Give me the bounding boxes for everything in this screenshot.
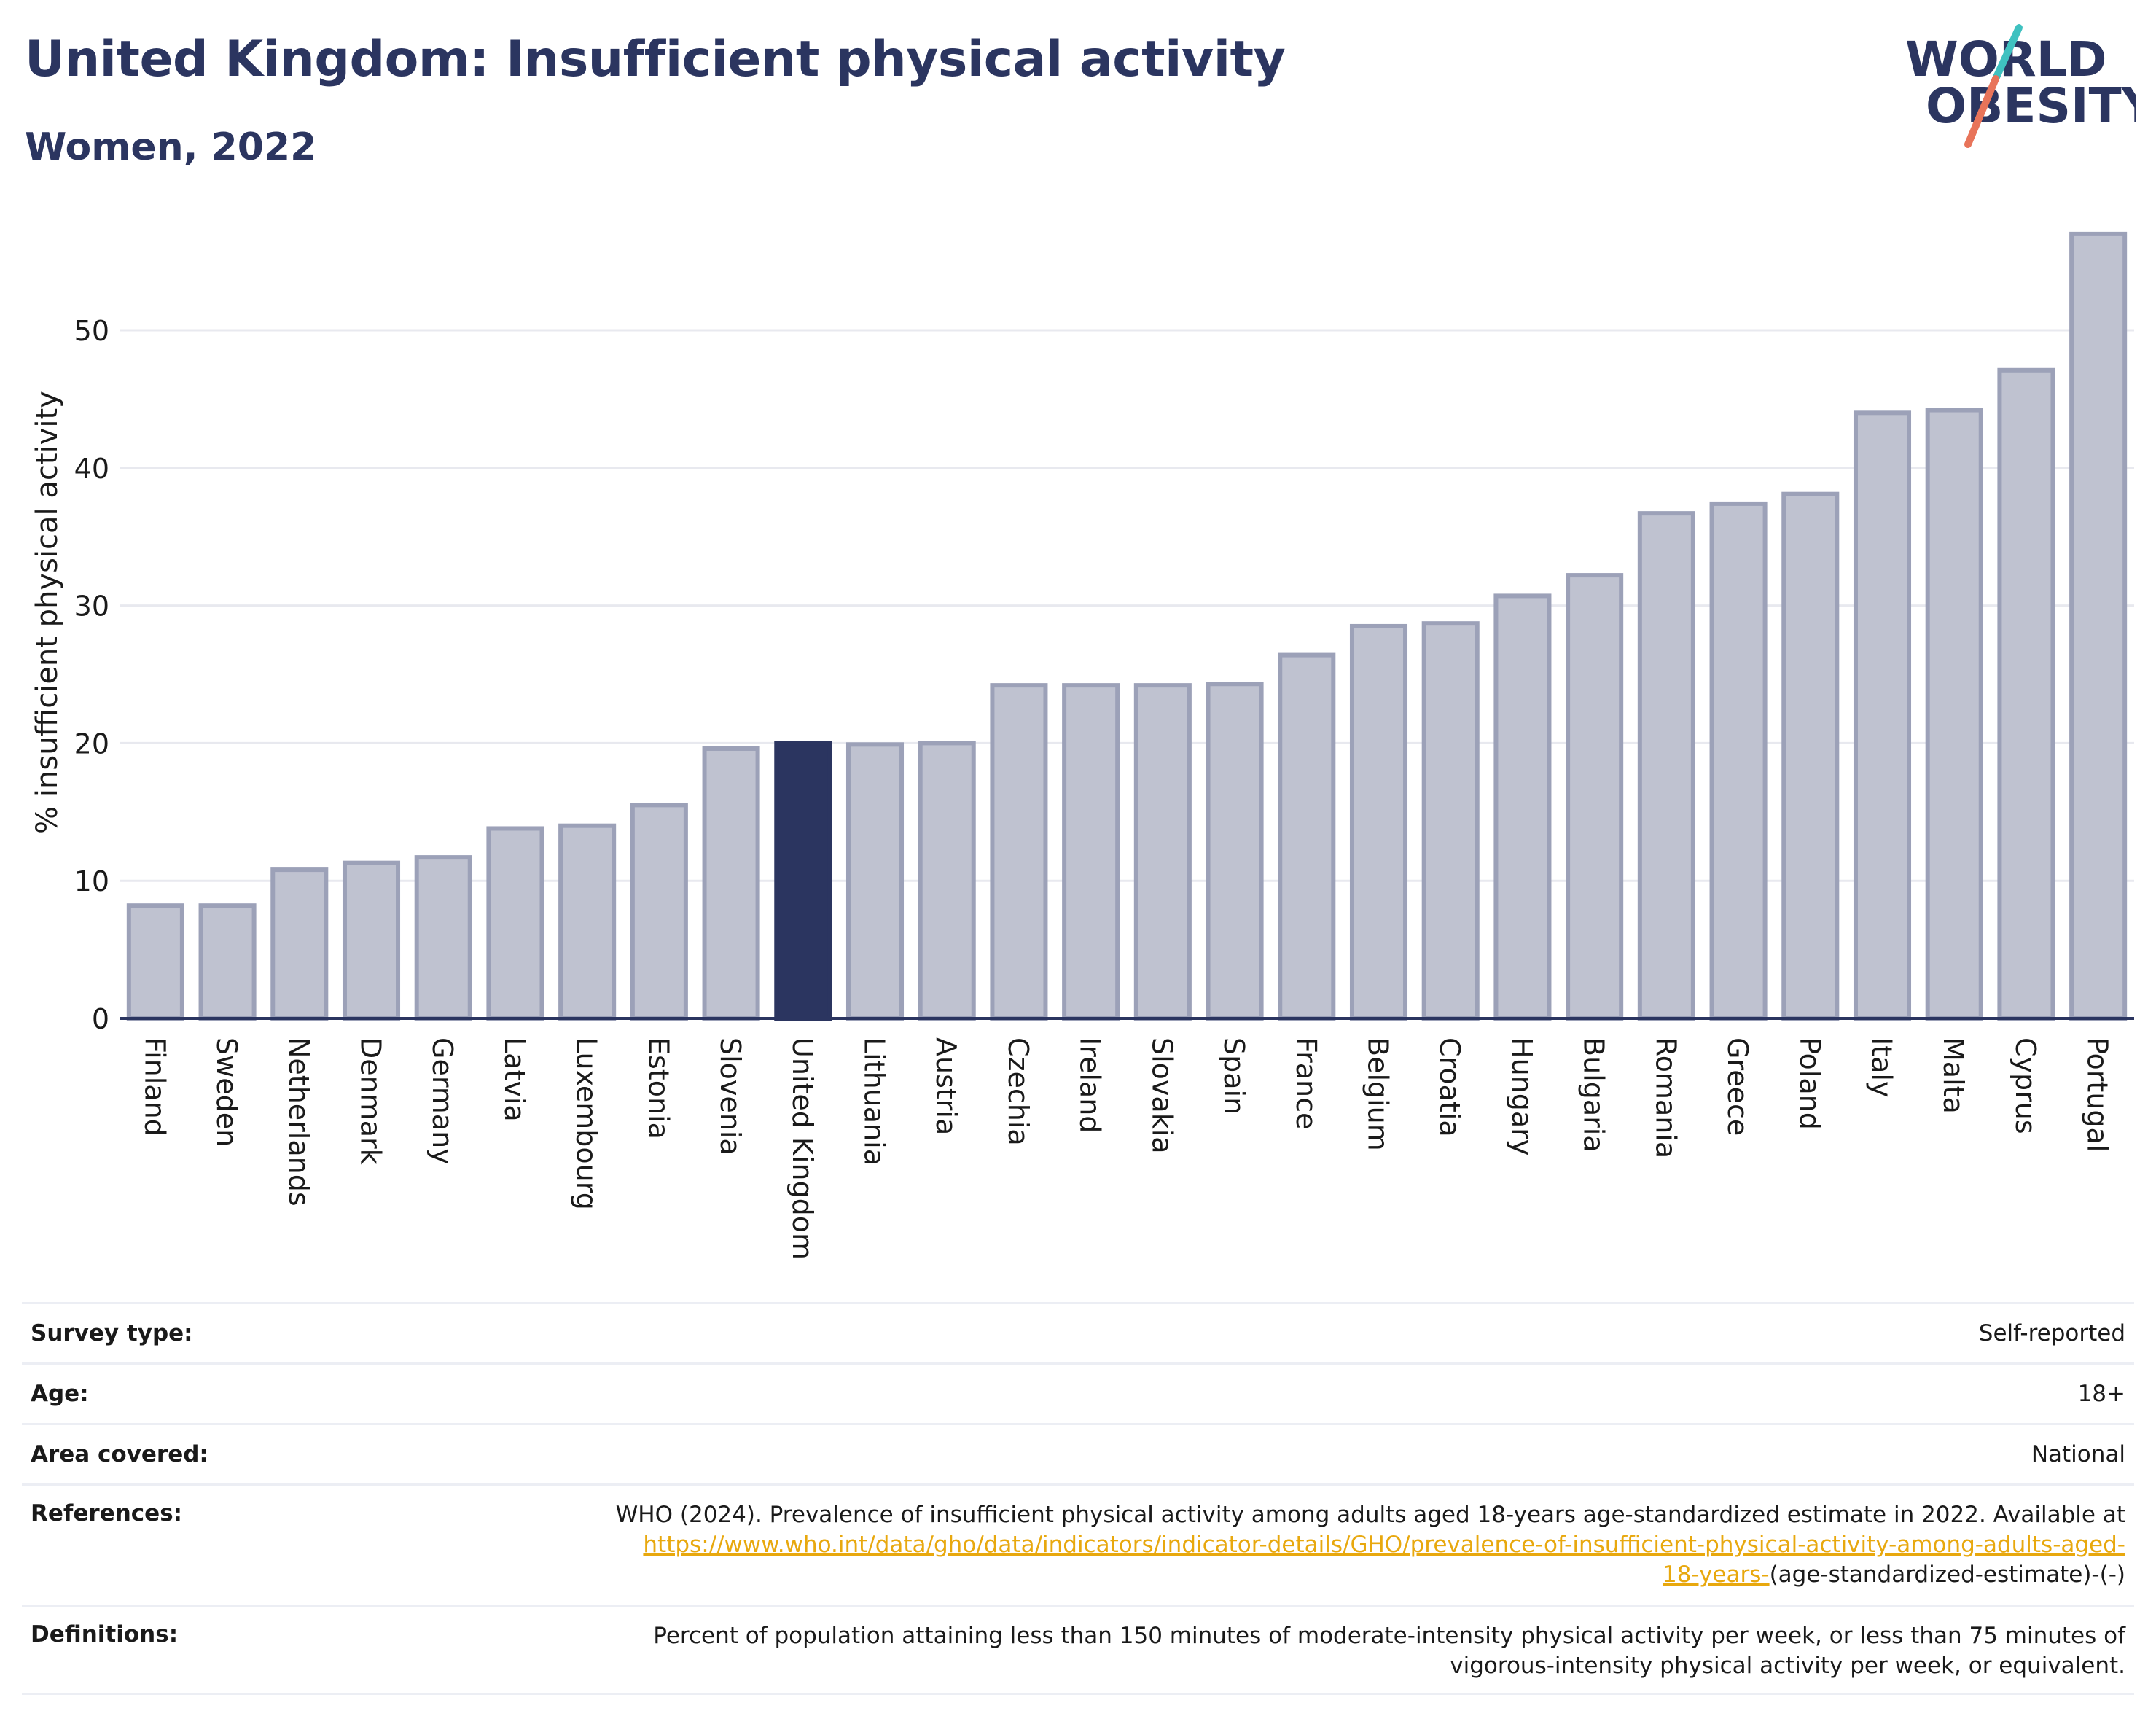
x-tick-label: Portugal — [2082, 1037, 2114, 1152]
x-tick-label: Finland — [138, 1037, 171, 1136]
bar — [342, 860, 401, 1021]
x-tick-label: Netherlands — [283, 1037, 315, 1206]
y-tick-label: 10 — [74, 865, 109, 897]
survey-type-value: Self-reported — [1978, 1319, 2125, 1346]
bar — [2069, 231, 2128, 1021]
x-tick-label: Czechia — [1002, 1037, 1034, 1146]
definitions-value: Percent of population attaining less tha… — [653, 1623, 2125, 1679]
y-axis-label: % insufficient physical activity — [31, 391, 64, 834]
bar — [1421, 621, 1480, 1021]
x-tick-label: Cyprus — [2009, 1037, 2042, 1134]
info-row-references: References: WHO (2024). Prevalence of in… — [22, 1483, 2134, 1605]
axes: 0 10 20 30 40 50 Finland Sweden Netherlands Denma… — [74, 315, 2134, 1260]
logo-slash-coral — [1964, 75, 1999, 148]
bar — [845, 742, 905, 1021]
info-row-survey-type: Survey type: Self-reported — [22, 1302, 2134, 1362]
bar — [1781, 491, 1840, 1021]
bar — [1637, 511, 1695, 1021]
bars — [126, 231, 2128, 1021]
bar — [486, 826, 544, 1021]
bar — [1206, 682, 1264, 1021]
x-tick-label: Spain — [1218, 1037, 1250, 1115]
bar — [1349, 623, 1408, 1021]
references-label: References: — [31, 1500, 183, 1527]
bar — [1278, 652, 1336, 1021]
bar — [1997, 367, 2055, 1021]
age-value: 18+ — [2077, 1380, 2125, 1407]
bar — [1062, 683, 1120, 1021]
x-tick-label: Lithuania — [859, 1037, 891, 1166]
bar — [990, 683, 1048, 1021]
world-obesity-logo: WORLD OBESITY — [1905, 24, 2136, 148]
x-tick-label: Luxembourg — [571, 1037, 603, 1210]
x-tick-label: Malta — [1937, 1037, 1969, 1114]
bar-highlighted — [774, 741, 832, 1021]
references-text: WHO (2024). Prevalence of insufficient p… — [615, 1502, 2125, 1528]
x-tick-label: Bulgaria — [1578, 1037, 1610, 1153]
x-tick-label: Greece — [1722, 1037, 1754, 1136]
y-tick-label: 0 — [92, 1003, 109, 1035]
x-tick-label: Poland — [1794, 1037, 1826, 1130]
bar — [1853, 410, 1912, 1021]
chart-title: United Kingdom: Insufficient physical ac… — [25, 31, 1286, 88]
bar — [1133, 683, 1192, 1021]
age-label: Age: — [31, 1380, 89, 1407]
references-value: WHO (2024). Prevalence of insufficient p… — [616, 1500, 2125, 1590]
bar — [558, 823, 617, 1021]
chart-subtitle: Women, 2022 — [25, 125, 317, 169]
x-tick-label: France — [1290, 1037, 1322, 1129]
x-tick-label: Croatia — [1434, 1037, 1466, 1137]
x-tick-label: Austria — [930, 1037, 962, 1135]
area-covered-value: National — [2031, 1440, 2125, 1467]
bar — [918, 741, 976, 1021]
x-tick-label: Ireland — [1074, 1037, 1106, 1133]
info-row-age: Age: 18+ — [22, 1362, 2134, 1423]
bar-chart: 0 10 20 30 40 50 Finland Sweden Netherlands Denma… — [31, 231, 2134, 1260]
y-tick-label: 20 — [74, 728, 109, 760]
info-row-area: Area covered: National — [22, 1423, 2134, 1483]
x-tick-label: Sweden — [211, 1037, 243, 1147]
x-tick-label: United Kingdom — [786, 1037, 819, 1260]
bar — [1493, 593, 1552, 1021]
logo-slash-teal — [1992, 24, 2023, 82]
bar — [126, 903, 184, 1021]
y-tick-label: 40 — [74, 453, 109, 485]
references-link[interactable]: https://www.who.int/data/gho/data/indica… — [643, 1532, 2125, 1588]
x-tick-label: Latvia — [499, 1037, 531, 1122]
y-tick-label: 50 — [74, 315, 109, 347]
x-tick-label: Belgium — [1362, 1037, 1394, 1151]
x-tick-label: Hungary — [1506, 1037, 1538, 1155]
bar — [414, 855, 472, 1021]
x-tick-label: Italy — [1866, 1037, 1898, 1097]
x-tick-label: Slovakia — [1146, 1037, 1178, 1154]
x-tick-label: Denmark — [355, 1037, 387, 1165]
info-row-definitions: Definitions: Percent of population attai… — [22, 1605, 2134, 1695]
y-tick-label: 30 — [74, 590, 109, 623]
definitions-label: Definitions: — [31, 1621, 179, 1648]
x-tick-label: Germany — [426, 1037, 458, 1165]
x-tick-label: Romania — [1649, 1037, 1682, 1158]
bar — [1925, 408, 1983, 1021]
x-tick-label: Estonia — [642, 1037, 674, 1139]
bar — [1709, 501, 1768, 1021]
bar — [702, 746, 760, 1021]
area-covered-label: Area covered: — [31, 1440, 208, 1467]
info-table: Survey type: Self-reported Age: 18+ Area… — [22, 1302, 2134, 1695]
bar — [1566, 573, 1624, 1021]
x-tick-label: Slovenia — [714, 1037, 746, 1155]
bar — [630, 803, 688, 1021]
bar — [198, 903, 257, 1021]
logo-word-obesity: OBESITY — [1926, 78, 2136, 134]
bar — [270, 868, 329, 1021]
references-tail: (age-standardized-estimate)-(-) — [1769, 1562, 2125, 1588]
survey-type-label: Survey type: — [31, 1319, 193, 1346]
